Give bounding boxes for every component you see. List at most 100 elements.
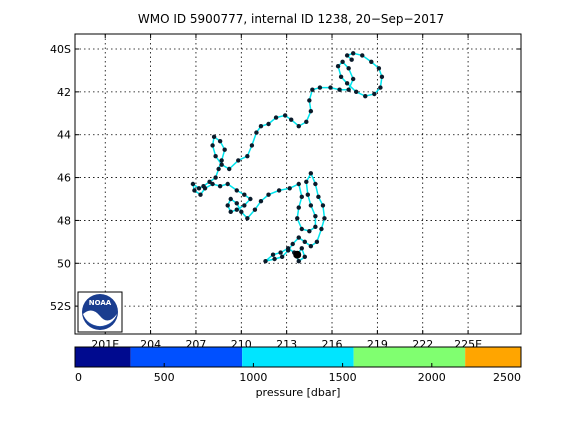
y-tick-label: 40S [50, 43, 71, 56]
profile-point [378, 85, 383, 90]
profile-point [196, 186, 202, 191]
profile-point [228, 209, 233, 215]
profile-point [320, 203, 326, 208]
profile-point [360, 53, 365, 58]
colorbar-tick-label: 500 [154, 371, 175, 384]
profile-point [217, 138, 223, 144]
profile-point [322, 216, 327, 221]
profile-point [270, 252, 276, 257]
profile-point [287, 186, 292, 191]
profile-point [242, 203, 247, 208]
profile-point [319, 226, 324, 232]
profile-point [202, 186, 208, 191]
profile-point [317, 85, 323, 90]
logo-wave [86, 320, 114, 327]
noaa-logo: NOAA [77, 291, 123, 333]
profile-point [372, 91, 377, 97]
profile-point [316, 194, 321, 200]
colorbar-band [353, 347, 466, 367]
profile-point [308, 171, 314, 176]
profile-point [248, 196, 253, 202]
y-tick-label: 52S [50, 300, 71, 313]
profile-point [340, 59, 345, 65]
profile-point [258, 123, 264, 129]
profile-points [190, 51, 385, 264]
profile-point [299, 194, 304, 200]
profile-point [308, 243, 314, 249]
profile-point [222, 147, 227, 152]
profile-point [249, 143, 255, 148]
profile-point [273, 115, 279, 120]
profile-point [346, 87, 351, 92]
profile-point [245, 216, 250, 221]
profile-point [305, 192, 311, 197]
profile-point [263, 258, 268, 264]
profile-point [282, 113, 288, 118]
colorbar-tick-label: 0 [75, 371, 82, 384]
profile-point [266, 192, 271, 197]
profile-point [242, 192, 247, 197]
y-tick-label: 44 [57, 129, 71, 142]
profile-point [310, 87, 315, 92]
colorbar-ticks: 0 500 1000 1500 2000 2500 [74, 363, 522, 384]
profile-point [245, 153, 250, 159]
y-tick-label: 50 [57, 257, 71, 270]
y-tick-label: 46 [57, 172, 71, 185]
colorbar-tick-label: 2500 [493, 371, 521, 384]
colorbar-tick-label: 1000 [239, 371, 267, 384]
profile-point [239, 209, 244, 215]
profile-point [308, 203, 314, 208]
profile-point [304, 119, 309, 125]
profile-point [210, 181, 215, 187]
y-tick-label: 48 [57, 214, 71, 227]
profile-point [216, 166, 221, 172]
profile-point [313, 213, 318, 219]
profile-point [258, 198, 264, 204]
colorbar-band [242, 347, 354, 367]
profile-point [296, 181, 301, 187]
profile-point [192, 188, 197, 193]
profile-point [234, 201, 239, 206]
profile-point [349, 57, 354, 62]
profile-point [285, 246, 291, 251]
colorbar: 0 500 1000 1500 2000 2500 pressure [dbar] [74, 346, 522, 399]
profile-point [302, 254, 308, 260]
profile-point [234, 188, 239, 193]
profile-point [363, 93, 368, 99]
profile-point [236, 158, 241, 163]
profile-point [344, 81, 350, 86]
y-tick-label: 42 [57, 86, 71, 99]
colorbar-frame [74, 346, 522, 368]
profile-point [328, 85, 333, 90]
profile-point [308, 108, 314, 114]
grid [75, 34, 521, 334]
profile-point [219, 162, 224, 167]
profile-point [210, 143, 215, 148]
y-axis: 40S 42 44 46 48 50 52S [50, 43, 521, 313]
profile-point [295, 216, 300, 221]
profile-point [350, 76, 356, 82]
profile-point [296, 205, 301, 210]
profile-point [198, 192, 203, 197]
profile-point [376, 66, 382, 71]
profile-point [288, 117, 294, 122]
logo-text: NOAA [89, 299, 112, 307]
profile-point [299, 226, 304, 232]
profile-point [307, 98, 312, 103]
profile-point [213, 175, 218, 180]
profile-point [228, 196, 233, 202]
profile-point [313, 181, 318, 187]
profile-point [290, 241, 295, 247]
profile-point [302, 239, 308, 245]
profile-point [296, 123, 301, 129]
colorbar-tick-label: 2000 [418, 371, 446, 384]
profile-point [296, 258, 301, 264]
profile-point [313, 224, 318, 230]
profile-point [272, 256, 277, 262]
profile-point [234, 207, 239, 212]
logo-bird-shape [83, 310, 117, 327]
profile-point [190, 181, 196, 187]
profile-point [354, 89, 359, 95]
last-position-marker [293, 250, 302, 259]
